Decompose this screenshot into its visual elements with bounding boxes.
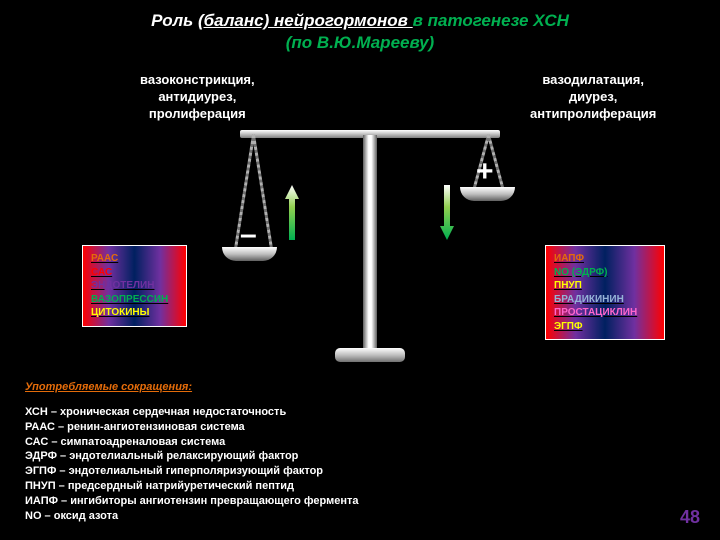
abbrev-line: САС – симпатоадреналовая система xyxy=(25,435,359,450)
balance-scale: – + xyxy=(240,130,500,380)
minus-sign: – xyxy=(240,218,257,252)
scale-base xyxy=(335,348,405,362)
factor-item: САС xyxy=(91,266,178,280)
scale-pillar xyxy=(363,135,377,350)
factor-item: ПНУП xyxy=(554,279,656,293)
factors-box-left: РААССАСЭНДОТЕЛИНВАЗОПРЕССИНЦИТОКИНЫ xyxy=(82,245,187,327)
abbrev-line: ЭДРФ – эндотелиальный релаксирующий факт… xyxy=(25,449,359,464)
factor-item: ЭГПФ xyxy=(554,320,656,334)
factor-item: БРАДИКИНИН xyxy=(554,293,656,307)
scale-pan-right xyxy=(460,187,515,201)
abbreviations: Употребляемые сокращения: ХСН – хроничес… xyxy=(25,380,359,524)
abbrev-line: ИАПФ – ингибиторы ангиотензин превращающ… xyxy=(25,494,359,509)
factor-item: ВАЗОПРЕССИН xyxy=(91,293,178,307)
title-line2: (по В.Ю.Марееву) xyxy=(286,33,434,52)
abbrev-line: ПНУП – предсердный натрийуретический пеп… xyxy=(25,479,359,494)
title-white: Роль xyxy=(151,11,198,30)
factor-item: ЭНДОТЕЛИН xyxy=(91,279,178,293)
arrow-up-icon xyxy=(285,185,299,240)
factor-item: ЦИТОКИНЫ xyxy=(91,306,178,320)
abbrev-line: ЭГПФ – эндотелиальный гиперполяризующий … xyxy=(25,464,359,479)
abbrev-line: ХСН – хроническая сердечная недостаточно… xyxy=(25,405,359,420)
plus-sign: + xyxy=(476,155,494,189)
factor-item: ИАПФ xyxy=(554,252,656,266)
abbrev-line: NO – оксид азота xyxy=(25,509,359,524)
slide-title: Роль (баланс) нейрогормонов в патогенезе… xyxy=(0,0,720,54)
arrow-down-icon xyxy=(440,185,454,240)
abbrev-heading: Употребляемые сокращения: xyxy=(25,380,359,395)
title-underlined: (баланс) нейрогормонов xyxy=(198,11,413,30)
factors-box-right: ИАПФNO (ЭДРФ)ПНУПБРАДИКИНИНПРОСТАЦИКЛИНЭ… xyxy=(545,245,665,340)
left-label: вазоконстрикция, антидиурез, пролифераци… xyxy=(140,72,255,123)
right-label: вазодилатация, диурез, антипролиферация xyxy=(530,72,656,123)
page-number: 48 xyxy=(680,507,700,528)
abbrev-line: РААС – ренин-ангиотензиновая система xyxy=(25,420,359,435)
factor-item: РААС xyxy=(91,252,178,266)
title-green: в патогенезе ХСН xyxy=(413,11,569,30)
factor-item: ПРОСТАЦИКЛИН xyxy=(554,306,656,320)
factor-item: NO (ЭДРФ) xyxy=(554,266,656,280)
